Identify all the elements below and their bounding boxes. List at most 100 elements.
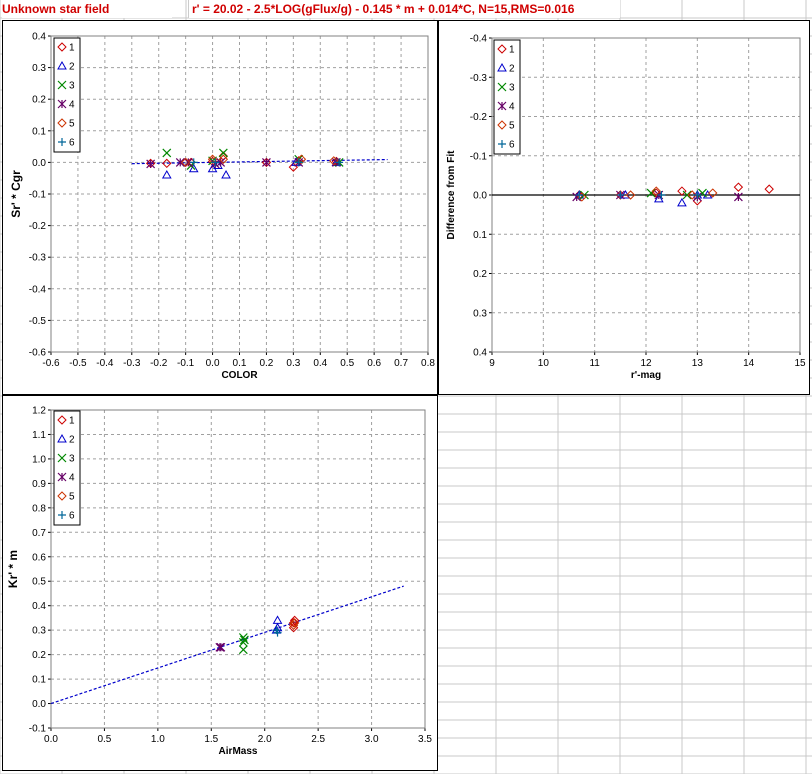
data-point-diamond [677, 186, 687, 196]
x-tick-label: -0.5 [69, 358, 87, 369]
legend-label: 6 [69, 511, 75, 522]
data-point-diamond [296, 154, 307, 164]
data-point-plus [693, 191, 702, 199]
y-tick-label: 0.0 [32, 158, 46, 169]
legend-label: 2 [69, 62, 75, 73]
x-tick-label: 0.5 [340, 358, 354, 369]
data-point-star [183, 157, 193, 167]
color-chart[interactable]: -0.6 -0.5 -0.4 -0.3 -0.2 -0.1 0.0 0.1 0.2 0.3 0.4 0… [2, 20, 438, 395]
y-tick-label: 0.2 [32, 650, 46, 661]
data-point-diamond [625, 190, 636, 200]
x-tick-label: 1.5 [204, 734, 218, 745]
x-tick-label: 14 [743, 358, 755, 369]
data-point-diamond [207, 154, 218, 164]
x-tick-label: 3.0 [365, 734, 379, 745]
sheet-title-text: Unknown star field [2, 2, 110, 16]
data-point-star [175, 157, 185, 167]
data-point-triangle [57, 433, 67, 443]
data-point-star [215, 642, 225, 652]
y-tick-label: 0.0 [473, 191, 487, 202]
x-axis-label: r'-mag [631, 370, 661, 381]
y-tick-label: -0.1 [29, 190, 47, 201]
y-tick-label: -0.4 [29, 284, 47, 295]
legend-label: 4 [69, 100, 75, 111]
data-point-diamond [180, 157, 191, 168]
y-tick-label: 0.2 [32, 95, 46, 106]
y-tick-label: -0.2 [470, 112, 488, 123]
legend-label: 5 [69, 492, 75, 503]
x-tick-label: 0.6 [367, 358, 381, 369]
data-point-diamond [218, 154, 229, 164]
fit-formula: r' = 20.02 - 2.5*LOG(gFlux/g) - 0.145 * … [188, 0, 620, 18]
x-tick-label: 0.1 [233, 358, 247, 369]
data-point-star [146, 159, 156, 169]
legend-label: 3 [69, 81, 75, 92]
data-point-plus [335, 158, 344, 167]
y-tick-label: 0.5 [32, 577, 46, 588]
x-tick-label: 0.8 [421, 358, 435, 369]
data-point-plus [294, 158, 303, 167]
legend-label: 5 [509, 121, 515, 132]
residuals-chart[interactable]: 9 10 11 12 13 14 15 -0.4 -0.3 -0.2 -0.1 0.0 0.1 0.2 0.… [438, 20, 810, 395]
data-point-diamond [497, 44, 507, 54]
data-point-triangle [221, 170, 231, 179]
x-tick-label: 0.4 [313, 358, 327, 369]
data-point-diamond [289, 615, 300, 626]
data-point-diamond [651, 186, 661, 196]
data-point-star [216, 642, 226, 652]
data-point-plus [58, 138, 66, 146]
y-tick-label: 0.9 [32, 479, 46, 490]
data-point-x [238, 645, 248, 655]
airmass-chart[interactable]: 0.0 0.5 1.0 1.5 2.0 2.5 3.0 3.5 1.2 1.1 1.0 0.9 0.8 0… [2, 395, 438, 771]
plot-area [50, 409, 426, 729]
y-tick-label: 0.4 [32, 32, 46, 43]
x-axis-label: AirMass [219, 746, 258, 757]
data-point-x [646, 188, 656, 198]
x-tick-label: 0.7 [394, 358, 408, 369]
legend-box [493, 39, 521, 155]
x-tick-label: 13 [692, 358, 704, 369]
legend-box [53, 410, 81, 526]
y-tick-label: 0.8 [32, 503, 46, 514]
data-point-diamond [162, 158, 172, 169]
data-point-x [682, 190, 692, 200]
data-point-triangle [57, 60, 67, 70]
data-point-diamond [733, 182, 744, 192]
legend-label: 4 [509, 102, 515, 113]
residuals-chart-svg: 9 10 11 12 13 14 15-0.4-0.3-0.2-0.10.00.10.20.… [446, 34, 806, 382]
y-tick-label: 0.7 [32, 528, 46, 539]
legend-label: 4 [69, 473, 75, 484]
legend-label: 2 [69, 435, 75, 446]
x-tick-label: 3.5 [418, 734, 432, 745]
data-point-star [733, 192, 743, 202]
y-tick-label: 0.3 [473, 308, 487, 319]
fit-line [50, 585, 404, 705]
data-point-diamond [329, 156, 339, 166]
legend-label: 1 [509, 45, 515, 56]
data-point-plus [211, 158, 220, 167]
y-tick-label: -0.4 [470, 34, 488, 45]
y-tick-label: 0.4 [32, 601, 46, 612]
y-tick-label: 0.1 [32, 126, 46, 137]
y-axis-label: Sr' * Cgr [9, 170, 23, 218]
y-tick-label: 1.0 [32, 454, 46, 465]
x-tick-label: 0.2 [259, 358, 273, 369]
x-tick-label: 0.0 [206, 358, 220, 369]
fit-formula-text: r' = 20.02 - 2.5*LOG(gFlux/g) - 0.145 * … [192, 2, 575, 16]
legend-label: 6 [69, 138, 75, 149]
data-point-diamond [57, 491, 67, 501]
x-tick-label: -0.6 [42, 358, 60, 369]
y-tick-label: 1.1 [32, 430, 46, 441]
data-point-triangle [677, 197, 687, 207]
data-point-plus [189, 158, 198, 167]
data-point-diamond [288, 620, 299, 630]
y-tick-label: -0.3 [470, 73, 488, 84]
x-tick-label: -0.3 [123, 358, 141, 369]
y-tick-label: 0.4 [473, 348, 487, 359]
data-point-diamond [288, 618, 299, 628]
x-tick-label: 1.0 [151, 734, 165, 745]
data-point-plus [575, 191, 584, 199]
y-axis-label: Kr' * m [6, 550, 20, 588]
data-point-star [216, 157, 226, 167]
x-tick-label: 9 [489, 358, 495, 369]
